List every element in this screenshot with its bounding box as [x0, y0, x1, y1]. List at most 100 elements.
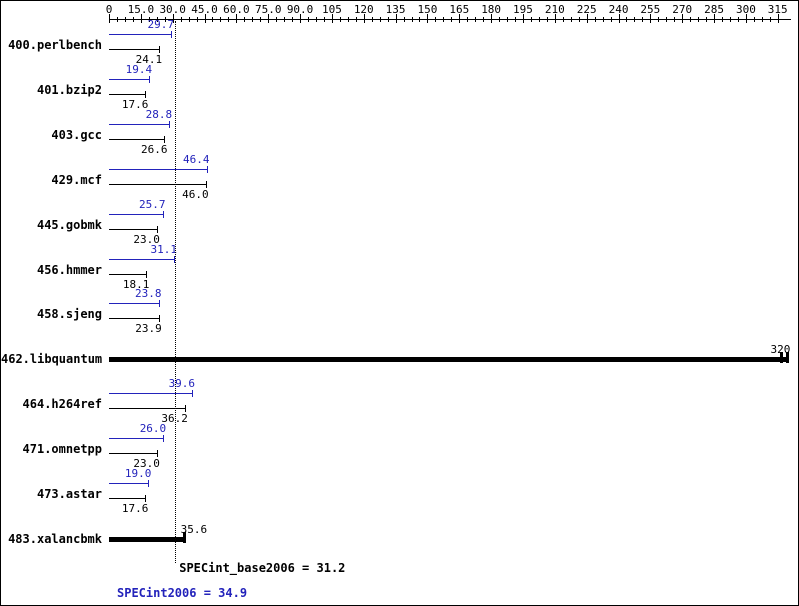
benchmark-name: 456.hmmer [36, 262, 102, 277]
axis-tick-major [777, 14, 779, 23]
base-value-label: 17.6 [121, 502, 149, 515]
peak-bar [109, 168, 208, 170]
axis-tick-minor [411, 17, 413, 22]
peak-bar-end-cap [158, 300, 160, 308]
axis-tick-minor [578, 17, 580, 22]
peak-bar-end-cap [149, 75, 151, 83]
axis-tick-minor [156, 17, 158, 22]
axis-tick-label: 120 [353, 3, 374, 16]
axis-tick-minor [530, 17, 532, 22]
axis-tick-label: 270 [672, 3, 693, 16]
peak-value-label: 28.8 [145, 107, 173, 121]
axis-tick-minor [116, 17, 118, 22]
axis-tick-minor [467, 17, 469, 22]
benchmark-name: 483.xalancbmk [8, 531, 102, 546]
base-bar-end-cap [164, 135, 166, 143]
axis-tick-minor [435, 17, 437, 22]
benchmark-name: 403.gcc [51, 127, 102, 142]
axis-tick-label: 255 [640, 3, 661, 16]
axis-tick-label: 285 [704, 3, 724, 16]
peak-value-label: 29.7 [147, 18, 175, 31]
axis-tick-minor [483, 17, 485, 22]
axis-tick-minor [228, 17, 230, 22]
axis-tick-major [331, 14, 333, 23]
base-bar-end-cap [145, 90, 147, 98]
axis-tick-minor [690, 17, 692, 22]
benchmark-name: 429.mcf [51, 172, 102, 187]
axis-tick-label: 0 [105, 3, 113, 16]
axis-tick-major [140, 14, 142, 23]
base-bar-end-cap [159, 46, 161, 53]
axis-tick-label: 300 [735, 3, 756, 16]
axis-tick-minor [188, 17, 190, 22]
peak-bar-end-cap [169, 120, 171, 128]
axis-tick-minor [722, 17, 724, 22]
peak-mean-label: SPECint2006 = 34.9 [117, 586, 248, 600]
axis-tick-minor [570, 17, 572, 22]
base-value-label: 24.1 [135, 53, 163, 66]
base-value-label: 36.2 [161, 412, 188, 426]
peak-bar [109, 393, 194, 395]
axis-tick-minor [220, 17, 222, 22]
axis-tick-minor [610, 17, 612, 22]
axis-tick-major [522, 14, 524, 23]
peak-bar-end-cap [171, 31, 173, 38]
axis-tick-minor [252, 17, 254, 22]
axis-tick-major [172, 14, 174, 23]
axis-tick-minor [379, 17, 381, 22]
peak-bar [109, 78, 151, 80]
peak-value-label: 39.6 [168, 377, 196, 391]
peak-value-label: 23.8 [135, 287, 162, 301]
axis-tick-minor [761, 17, 763, 22]
peak-bar [109, 483, 150, 484]
axis-tick-minor [499, 17, 501, 22]
axis-tick-minor [753, 17, 755, 22]
axis-tick-major [300, 14, 302, 23]
peak-bar-end-cap [174, 255, 176, 263]
base-value-label: 46.0 [182, 187, 209, 201]
base-value-label: 23.0 [133, 457, 160, 471]
axis-tick-label: 30.0 [159, 3, 186, 16]
axis-tick-major [618, 14, 620, 23]
peak-value-label: 46.4 [183, 152, 210, 166]
axis-tick-major [586, 14, 588, 23]
axis-tick-minor [507, 17, 509, 22]
peak-bar [109, 213, 164, 215]
base-mean-line [175, 21, 177, 563]
peak-bar-end-cap [192, 390, 194, 398]
axis-tick-minor [347, 17, 349, 22]
axis-tick-minor [244, 17, 246, 22]
axis-tick-minor [626, 17, 628, 22]
axis-tick-minor [124, 17, 126, 22]
base-bar [109, 49, 161, 50]
axis-tick-minor [148, 17, 150, 22]
base-value-label: 23.0 [133, 232, 160, 246]
base-bar [109, 318, 160, 320]
peak-bar-end-cap [206, 165, 208, 173]
axis-tick-minor [132, 17, 134, 22]
axis-tick-label: 195 [513, 3, 533, 16]
benchmark-name: 464.h264ref [22, 397, 102, 412]
base-bar-end-cap [146, 270, 148, 278]
axis-tick-minor [515, 17, 517, 22]
base-bar-end-cap [205, 180, 207, 188]
axis-tick-minor [546, 17, 548, 22]
axis-tick-minor [403, 17, 405, 22]
axis-tick-major [427, 14, 429, 23]
axis-tick-major [109, 14, 110, 23]
axis-tick-minor [674, 17, 676, 22]
axis-tick-major [650, 14, 652, 23]
single-value-label: 320 [770, 343, 791, 357]
axis-tick-minor [451, 17, 453, 22]
base-mean-label: SPECint_base2006 = 31.2 [179, 561, 346, 575]
axis-tick-minor [666, 17, 668, 22]
axis-tick-label: 315 [767, 3, 788, 16]
base-bar-end-cap [145, 495, 147, 502]
axis-tick-major [268, 14, 270, 23]
axis-tick-minor [355, 17, 357, 22]
axis-tick-minor [323, 17, 325, 22]
axis-tick-minor [698, 17, 700, 22]
peak-bar [109, 34, 173, 35]
